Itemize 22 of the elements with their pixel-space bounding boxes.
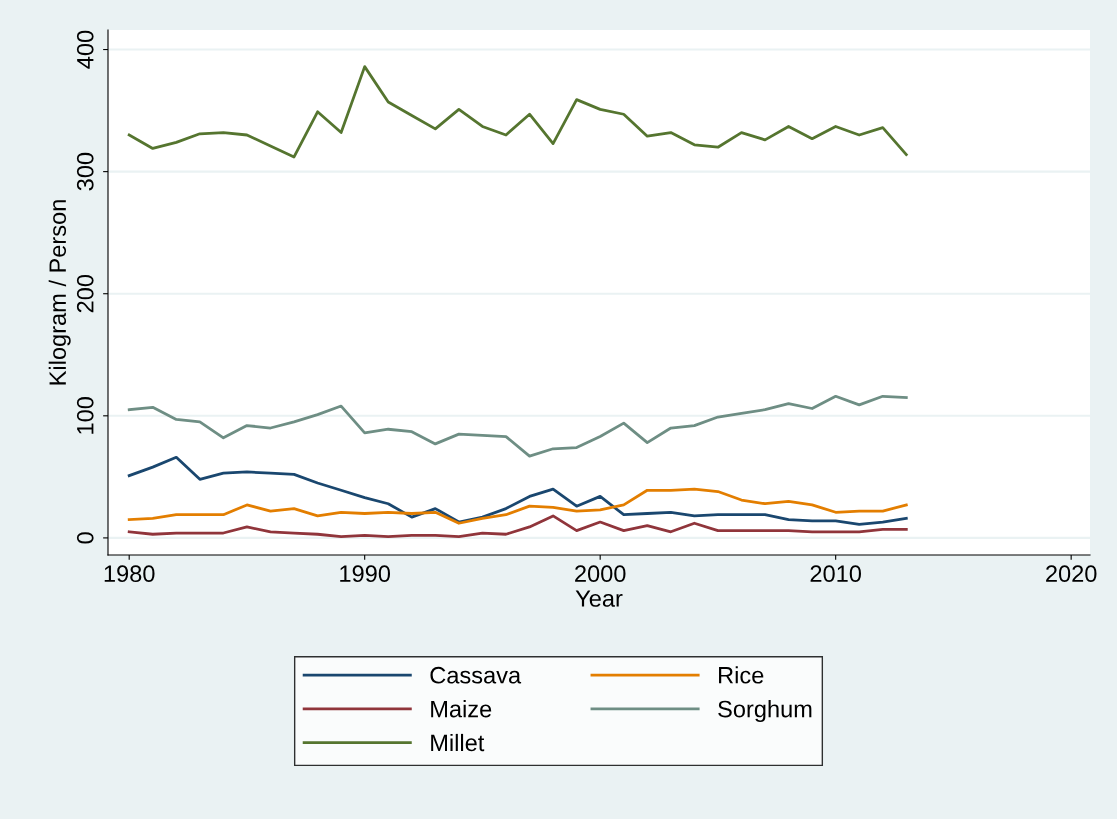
legend-label: Rice [719, 666, 764, 684]
y-tick-label: 300 [76, 152, 94, 191]
y-tick-label: 100 [76, 397, 94, 434]
y-axis-title: Kilogram / Person [48, 200, 71, 385]
x-tick-label: 2010 [810, 565, 862, 583]
legend-label: Sorghum [718, 700, 812, 723]
legend-label: Cassava [430, 666, 522, 684]
y-tick-label: 200 [76, 274, 94, 313]
x-tick-label: 1980 [104, 565, 155, 583]
x-tick-label: 1990 [340, 565, 391, 583]
line-series [127, 514, 908, 539]
line-series [127, 455, 908, 526]
line-series [127, 65, 908, 159]
x-tick-label: 2020 [1046, 565, 1097, 583]
line-series [127, 394, 908, 458]
legend-label: Maize [431, 700, 492, 718]
legend-label: Millet [431, 733, 485, 752]
x-axis-title: Year [575, 590, 623, 607]
y-tick-label: 400 [76, 30, 94, 69]
line-series [127, 487, 908, 525]
y-tick-label: 0 [76, 532, 94, 544]
x-tick-label: 2000 [575, 565, 626, 583]
